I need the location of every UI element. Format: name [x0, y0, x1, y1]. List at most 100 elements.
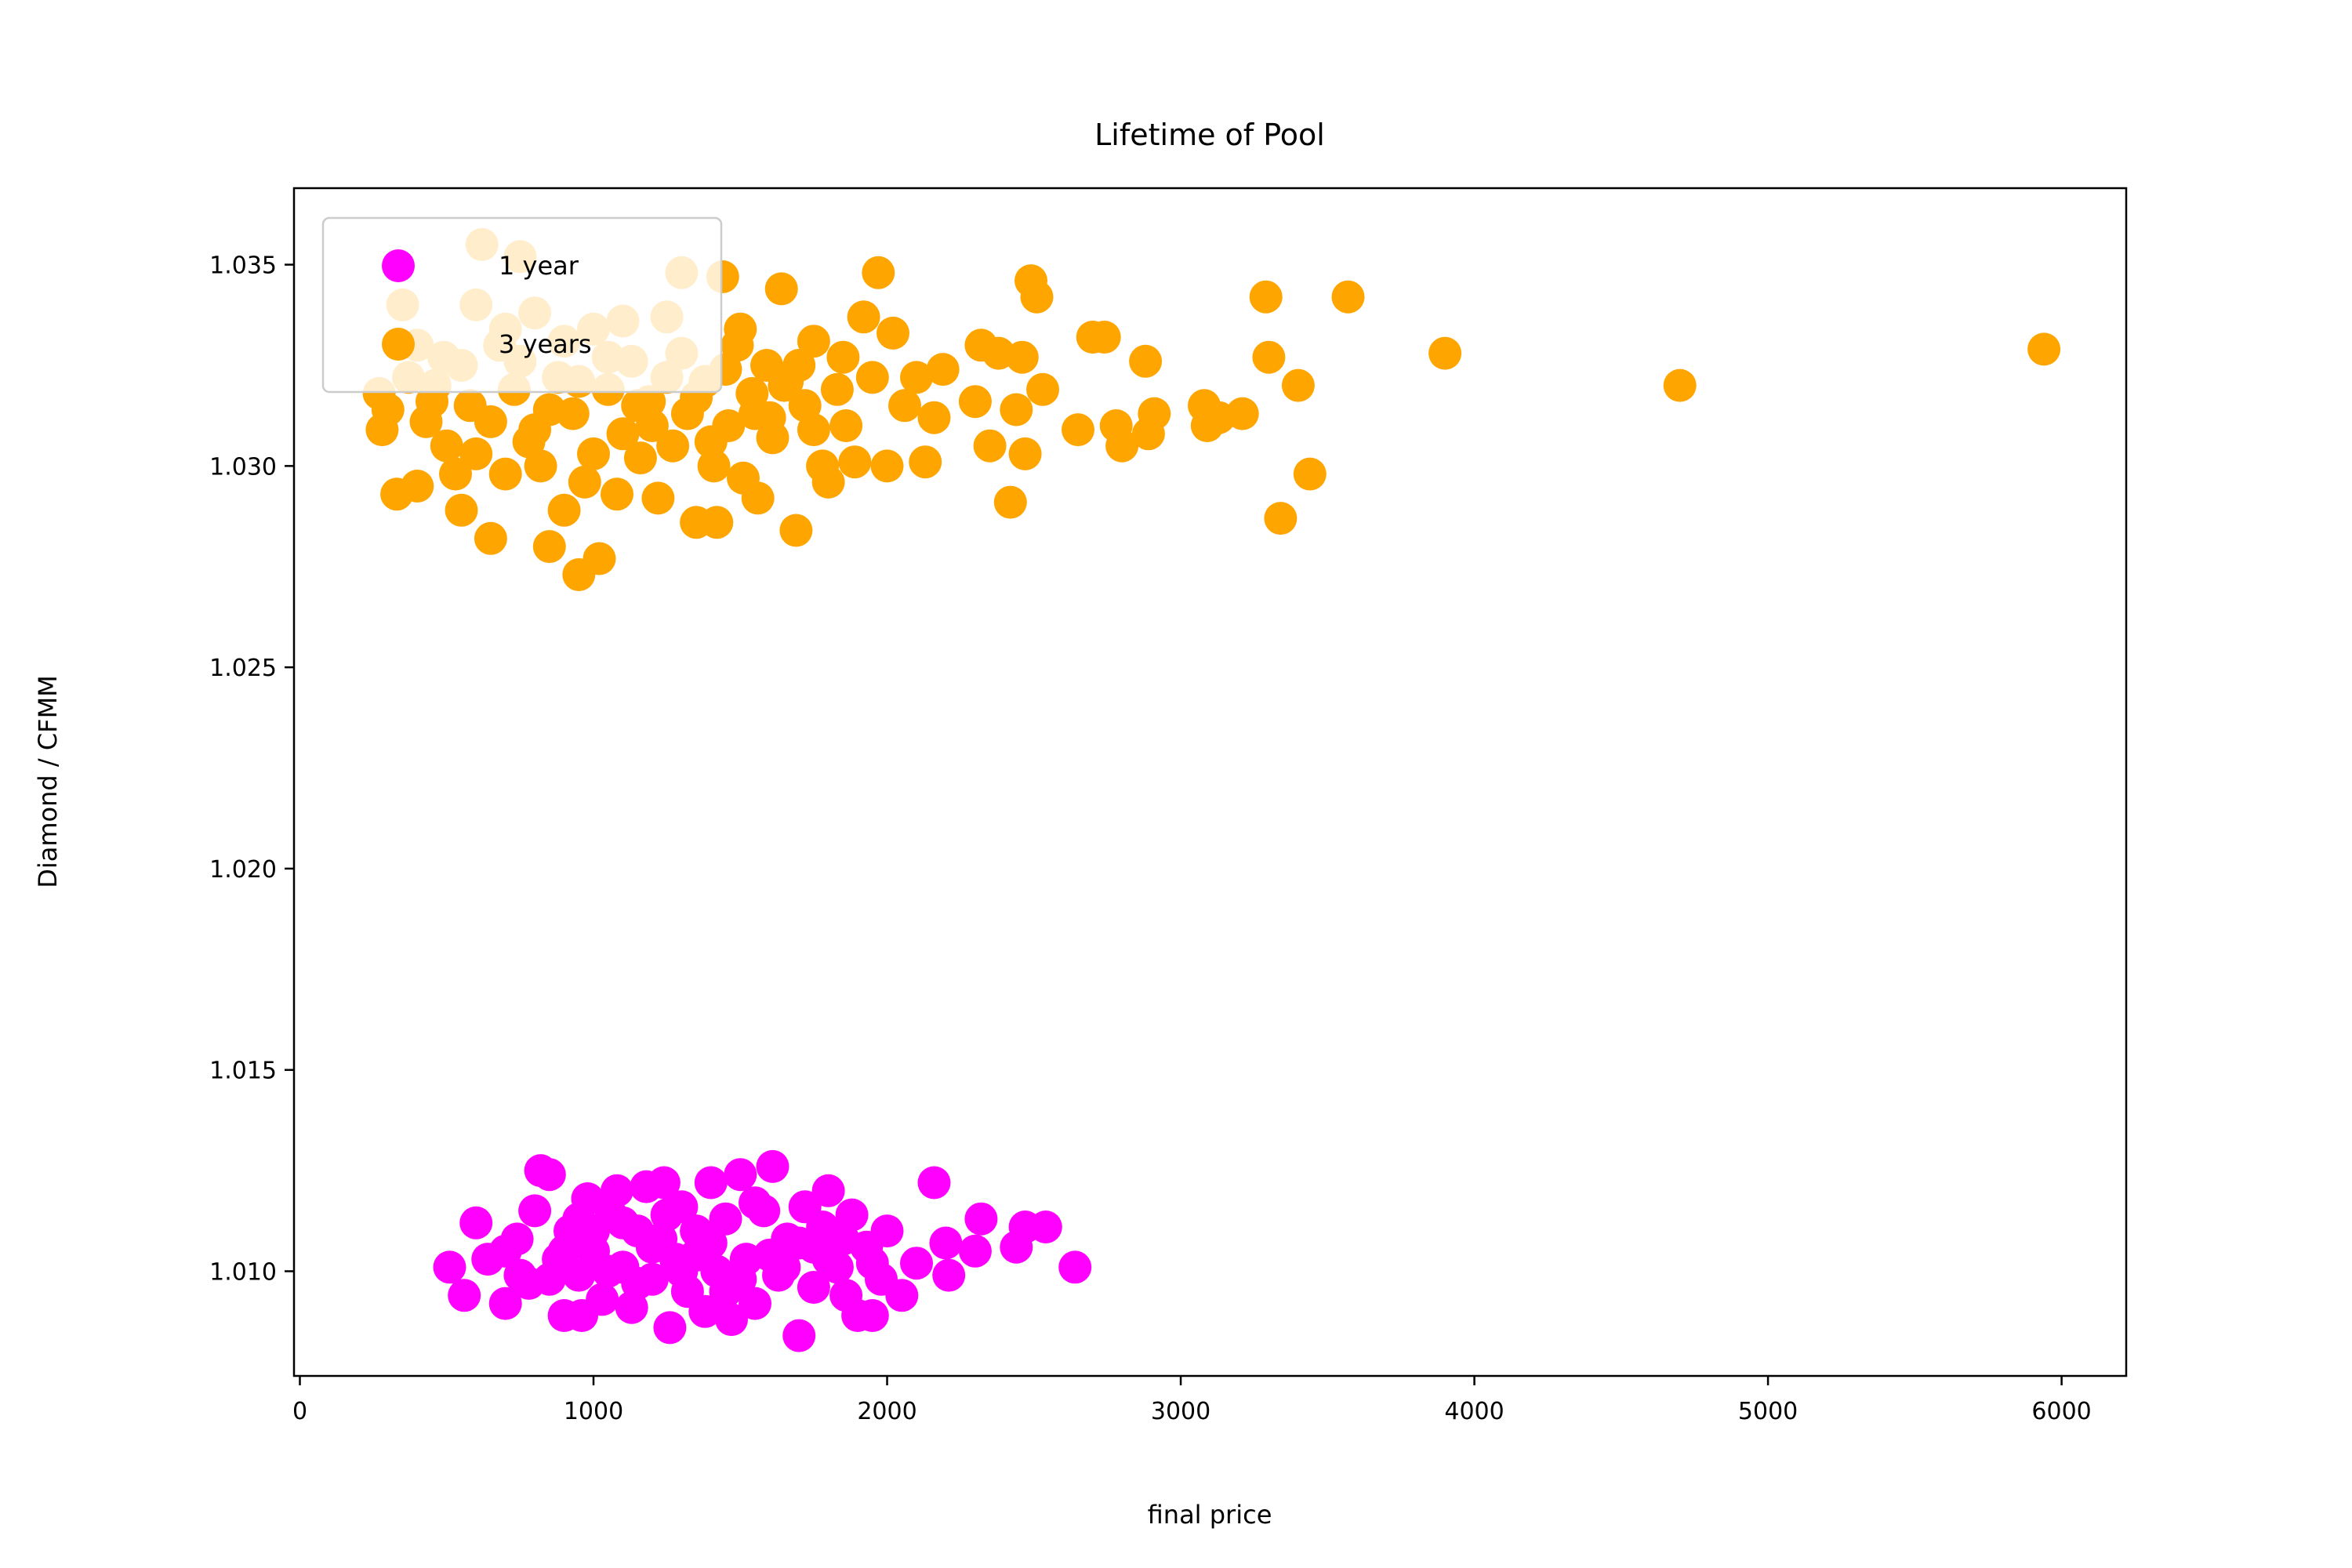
y-tick-label: 1.030: [209, 453, 277, 481]
point-1-year: [709, 1202, 742, 1236]
point-3-years: [973, 429, 1007, 463]
x-axis-label: final price: [1148, 1500, 1272, 1530]
point-3-years: [1026, 372, 1059, 406]
point-3-years: [1252, 340, 1286, 374]
point-1-year: [448, 1279, 481, 1312]
point-1-year: [547, 1234, 581, 1268]
point-3-years: [958, 385, 992, 419]
point-1-year: [591, 1254, 625, 1288]
y-axis: 1.010 1.015 1.020 1.025 1.030 1.035: [209, 252, 294, 1286]
point-3-years: [838, 445, 872, 479]
point-1-year: [855, 1247, 889, 1280]
point-3-years: [1264, 502, 1298, 535]
point-1-year: [900, 1247, 933, 1280]
point-3-years: [532, 530, 566, 564]
point-3-years: [1005, 340, 1039, 374]
point-3-years: [820, 372, 854, 406]
point-3-years: [900, 361, 933, 394]
point-1-year: [885, 1279, 919, 1312]
point-3-years: [601, 477, 633, 511]
point-1-year: [601, 1174, 633, 1207]
point-1-year: [1029, 1210, 1062, 1243]
point-1-year: [797, 1271, 830, 1304]
x-axis: 0 1000 2000 3000 4000 5000 6000: [292, 1376, 2092, 1425]
point-3-years: [1105, 429, 1139, 463]
point-1-year: [958, 1234, 992, 1268]
x-tick-label: 4000: [1444, 1398, 1504, 1425]
y-tick-label: 1.010: [209, 1258, 277, 1286]
point-3-years: [488, 457, 522, 491]
point-3-years: [2027, 332, 2061, 366]
point-1-year: [917, 1166, 951, 1200]
point-1-year: [1058, 1250, 1092, 1284]
point-1-year: [782, 1319, 816, 1352]
point-3-years: [474, 521, 507, 555]
point-3-years: [826, 340, 860, 374]
point-1-year: [562, 1202, 596, 1236]
point-3-years: [1020, 280, 1054, 314]
point-3-years: [1000, 393, 1033, 426]
point-3-years: [459, 437, 493, 470]
point-1-year: [488, 1234, 522, 1268]
point-1-year: [964, 1202, 998, 1236]
point-3-years: [855, 361, 889, 394]
point-1-year: [826, 1222, 860, 1256]
point-3-years: [401, 470, 434, 503]
point-1-year: [680, 1238, 713, 1272]
plot-frame: [292, 187, 2128, 1377]
legend-marker-3-years: [382, 328, 415, 361]
point-3-years: [797, 413, 830, 447]
point-1-year: [715, 1303, 748, 1337]
point-1-year: [647, 1166, 681, 1200]
y-tick-label: 1.015: [209, 1058, 277, 1085]
point-1-year: [768, 1250, 801, 1284]
y-tick-label: 1.025: [209, 655, 277, 682]
x-tick-label: 2000: [857, 1398, 916, 1425]
chart-title: Lifetime of Pool: [1094, 118, 1325, 152]
point-1-year: [562, 1258, 596, 1292]
point-3-years: [1663, 368, 1697, 402]
point-1-year: [532, 1262, 566, 1296]
point-3-years: [430, 429, 463, 463]
point-1-year: [532, 1158, 566, 1192]
point-1-year: [653, 1311, 687, 1345]
y-axis-label: Diamond / CFMM: [33, 675, 63, 888]
point-1-year: [606, 1206, 640, 1240]
point-1-year: [929, 1226, 963, 1260]
point-3-years: [1293, 457, 1327, 491]
point-3-years: [909, 445, 942, 479]
point-3-years: [888, 389, 921, 423]
point-1-year: [797, 1230, 830, 1264]
point-1-year: [756, 1149, 789, 1183]
point-3-years: [1331, 280, 1365, 314]
point-1-year: [709, 1275, 742, 1308]
legend-marker-1-year: [382, 249, 415, 282]
point-3-years: [829, 409, 863, 442]
point-3-years: [877, 316, 909, 350]
point-3-years: [926, 353, 960, 387]
point-1-year: [488, 1287, 522, 1320]
x-tick-label: 3000: [1151, 1398, 1210, 1425]
point-3-years: [547, 493, 581, 527]
point-3-years: [694, 425, 728, 459]
point-3-years: [518, 413, 552, 447]
point-3-years: [1428, 336, 1462, 370]
point-1-year: [855, 1299, 889, 1332]
point-3-years: [568, 465, 601, 499]
x-tick-label: 0: [292, 1398, 307, 1425]
point-3-years: [870, 449, 904, 483]
point-3-years: [524, 449, 557, 483]
point-3-years: [474, 405, 507, 438]
point-3-years: [1225, 397, 1259, 430]
point-1-year: [518, 1194, 552, 1228]
point-3-years: [724, 312, 757, 346]
point-1-year: [433, 1250, 466, 1284]
point-3-years: [862, 256, 895, 289]
legend-label-1-year: 1 year: [499, 251, 579, 281]
point-3-years: [764, 272, 798, 306]
y-tick-label: 1.035: [209, 252, 277, 280]
points-layer: [362, 227, 2061, 1352]
x-tick-label: 6000: [2031, 1398, 2091, 1425]
point-1-year: [586, 1283, 619, 1316]
